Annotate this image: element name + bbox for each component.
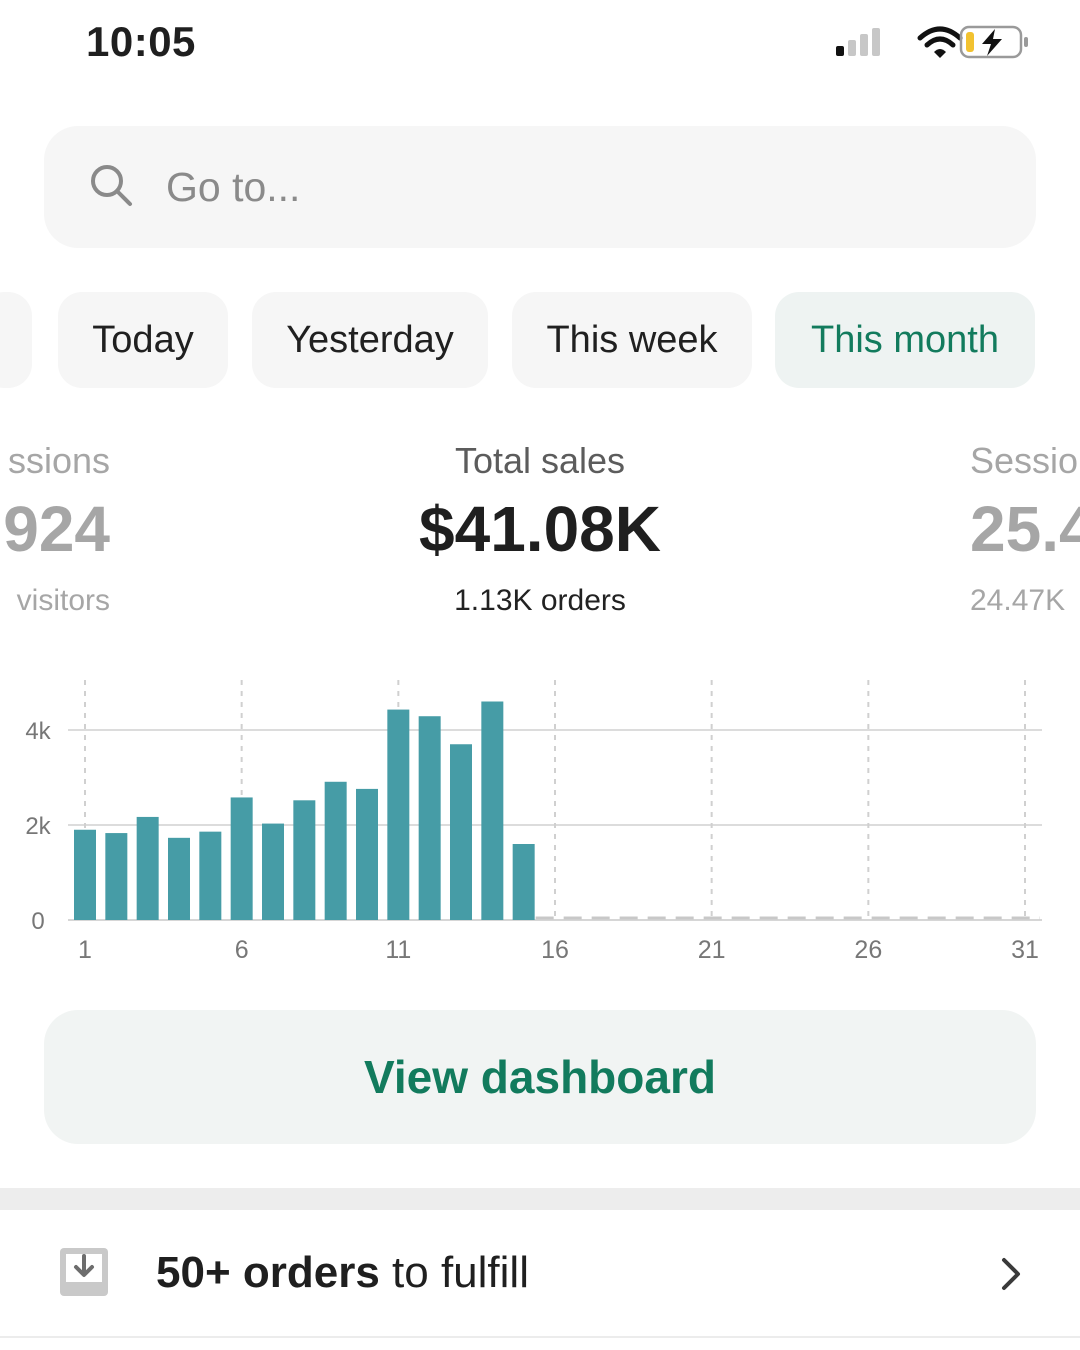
chevron-right-icon <box>1002 1258 1020 1290</box>
search-bar[interactable]: Go to... <box>44 126 1036 248</box>
metric-card-total-sales[interactable]: Total sales $41.08K 1.13K orders <box>340 440 740 618</box>
bar-day-5 <box>199 831 222 920</box>
metric-card-sessions-right[interactable]: Sessio 25.4 24.47K <box>970 440 1080 618</box>
orders-to-fulfill-row[interactable]: 50+ orders to fulfill <box>0 1210 1080 1338</box>
metric-value: 25.4 <box>970 493 1080 565</box>
date-filter-this-week[interactable]: This week <box>512 292 752 388</box>
metric-value: $41.08K <box>419 493 661 565</box>
x-tick-label: 16 <box>541 936 569 964</box>
bar-day-6 <box>230 797 253 920</box>
x-tick-label: 6 <box>235 936 249 964</box>
section-divider <box>0 1188 1080 1210</box>
metric-value: 924 <box>3 493 110 565</box>
x-tick-label: 31 <box>1011 936 1039 964</box>
battery-icon <box>959 25 1028 59</box>
bar-day-8 <box>293 800 316 920</box>
y-tick-label: 2k <box>25 813 51 840</box>
view-dashboard-button[interactable]: View dashboard <box>44 1010 1036 1144</box>
date-filter-yesterday[interactable]: Yesterday <box>252 292 488 388</box>
search-placeholder: Go to... <box>166 164 301 210</box>
date-filter-this-month[interactable]: This month <box>775 292 1035 388</box>
bar-day-11 <box>387 709 410 920</box>
orders-to-fulfill-text: 50+ orders to fulfill <box>156 1248 529 1298</box>
metric-sub: 24.47K <box>970 584 1066 617</box>
metric-label: ssions <box>7 440 110 481</box>
search-icon <box>91 165 132 206</box>
metric-sub: visitors <box>16 584 110 617</box>
y-tick-label: 4k <box>25 718 51 745</box>
wifi-icon <box>917 26 963 58</box>
date-filter-previous[interactable] <box>0 292 32 388</box>
bar-day-1 <box>74 829 96 920</box>
x-tick-label: 26 <box>854 936 882 964</box>
date-filter-today[interactable]: Today <box>58 292 228 388</box>
orders-count: 50+ orders <box>156 1248 380 1297</box>
signal-icon <box>836 28 880 56</box>
bar-day-15 <box>512 844 535 920</box>
status-icons <box>836 22 1030 67</box>
bar-day-13 <box>450 744 472 920</box>
bar-day-7 <box>262 823 284 920</box>
metric-label: Total sales <box>454 440 626 481</box>
bar-day-9 <box>324 781 347 920</box>
y-tick-label: 0 <box>31 908 44 935</box>
inbox-download-icon <box>60 1248 108 1296</box>
bar-day-10 <box>356 788 378 920</box>
bar-day-3 <box>136 816 159 920</box>
bar-day-2 <box>105 833 128 920</box>
metric-card-sessions-left[interactable]: ssions 924 visitors <box>3 440 110 618</box>
x-tick-label: 1 <box>78 936 92 964</box>
metric-label: Sessio <box>970 440 1079 481</box>
x-tick-label: 11 <box>385 936 411 964</box>
bar-day-14 <box>481 701 504 920</box>
x-tick-label: 21 <box>698 936 726 964</box>
bar-day-4 <box>168 837 190 920</box>
metric-sub: 1.13K orders <box>454 584 626 617</box>
status-time: 10:05 <box>86 18 196 65</box>
bar-day-12 <box>418 716 441 920</box>
orders-suffix: to fulfill <box>379 1248 529 1297</box>
